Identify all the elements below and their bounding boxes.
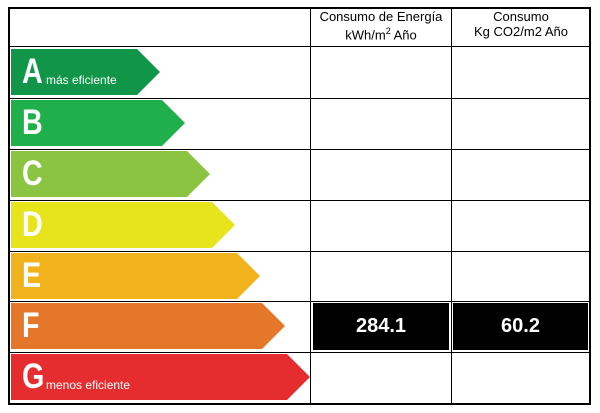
rating-letter-c: C	[22, 154, 43, 193]
rating-bar-c	[11, 151, 210, 197]
energy-header-line1: Consumo de Energía	[319, 9, 443, 24]
co2-header-line1: Consumo	[493, 9, 549, 24]
column-divider-1	[310, 7, 311, 405]
rating-bar-e	[11, 253, 260, 299]
row-divider	[8, 301, 591, 302]
rating-letter-g: G	[22, 357, 45, 396]
rating-letter-f: F	[22, 306, 40, 345]
rating-letter-d: D	[22, 205, 43, 244]
rating-bar-d	[11, 202, 235, 248]
row-divider	[8, 98, 591, 99]
row-divider	[8, 352, 591, 353]
header-divider	[8, 46, 591, 47]
co2-header-line2: Kg CO2/m2 Año	[474, 24, 568, 39]
rating-letter-e: E	[22, 256, 42, 295]
energy-header-line2: kWh/m2 Año	[311, 24, 451, 42]
rating-bar-b	[11, 100, 185, 146]
row-divider	[8, 251, 591, 252]
column-divider-2	[451, 7, 452, 405]
rating-label-g: menos eficiente	[46, 378, 131, 392]
row-divider	[8, 149, 591, 150]
co2-header: Consumo Kg CO2/m2 Año	[452, 9, 590, 39]
rating-bar-f	[11, 303, 285, 349]
rating-bar-g	[11, 354, 310, 400]
energy-unit: kWh/m	[345, 27, 386, 43]
rating-letter-a: A	[22, 52, 43, 91]
energy-value: 284.1	[313, 303, 449, 350]
rating-letter-b: B	[22, 103, 43, 142]
rating-bar-a	[11, 49, 160, 95]
energy-header: Consumo de Energía kWh/m2 Año	[311, 9, 451, 42]
rating-label-a: más eficiente	[46, 73, 117, 87]
energy-unit-period: Año	[390, 27, 417, 43]
row-divider	[8, 200, 591, 201]
co2-value: 60.2	[453, 303, 588, 350]
energy-unit-exponent: 2	[385, 26, 391, 36]
